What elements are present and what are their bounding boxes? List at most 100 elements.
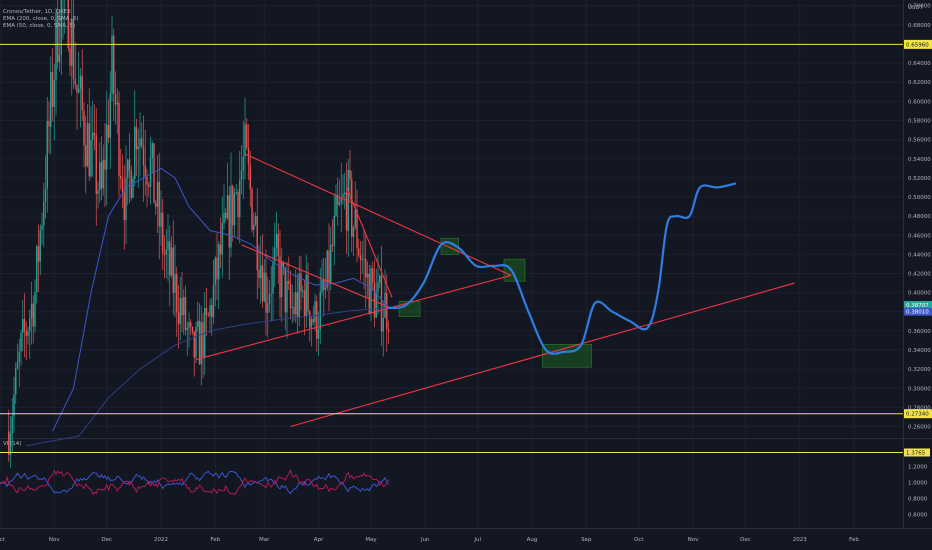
candle-body: [330, 244, 332, 283]
candle-body: [212, 284, 215, 318]
x-tick-label: Jul: [473, 537, 481, 543]
candle-body: [123, 192, 125, 221]
candle-body: [359, 255, 362, 260]
candle-body: [151, 143, 153, 158]
candle-body: [351, 179, 353, 237]
candle-body: [100, 162, 103, 189]
candle-body: [274, 248, 276, 263]
candle-body: [386, 292, 388, 330]
candle-body: [8, 431, 10, 455]
candle-body: [195, 326, 197, 358]
candle-body: [307, 274, 309, 312]
candle-body: [170, 247, 173, 276]
candle-body: [72, 18, 75, 79]
y-tick-label: 0.44000: [908, 252, 931, 258]
candle-body: [9, 433, 12, 455]
candle-body: [169, 241, 171, 276]
candle-body: [125, 177, 127, 221]
candle-body: [144, 164, 146, 177]
trendline: [345, 187, 393, 298]
candle-body: [221, 223, 223, 255]
projection-line: [387, 182, 737, 355]
y-tick-label: 0.56000: [908, 138, 931, 144]
candle-body: [93, 132, 96, 135]
candle-body: [323, 280, 325, 290]
currency-label: USDT: [908, 5, 924, 11]
candle-body: [172, 247, 174, 293]
candle-body: [382, 318, 384, 332]
x-tick-label: Oct: [634, 537, 644, 543]
candle-body: [289, 283, 292, 309]
candle-body: [50, 72, 52, 127]
candle-body: [132, 178, 134, 198]
candle-body: [258, 270, 260, 278]
candle-body: [240, 170, 243, 181]
candle-body: [114, 93, 117, 105]
candle-body: [102, 159, 104, 189]
y-tick-label: 0.68000: [908, 23, 931, 29]
y-tick-label: 0.36000: [908, 329, 931, 335]
candle-body: [207, 314, 209, 316]
candle-body: [155, 203, 157, 207]
y-tick-label: 0.26000: [908, 425, 931, 431]
trendline: [195, 274, 512, 361]
candle-body: [286, 280, 288, 313]
trendline: [290, 282, 795, 428]
legend-vi: VI (14): [3, 441, 22, 447]
x-tick-label: May: [365, 537, 377, 543]
y-tick-label: 0.32000: [908, 367, 931, 373]
candle-body: [120, 175, 122, 179]
candle-body: [69, 48, 71, 66]
price-badge: [904, 307, 932, 316]
candle-body: [92, 132, 94, 140]
x-tick-label: 2022: [154, 537, 168, 543]
candle-body: [181, 297, 183, 316]
candle-body: [303, 290, 306, 316]
x-tick-label: Feb: [849, 537, 859, 543]
x-tick-label: 2023: [793, 537, 807, 543]
candle-body: [223, 212, 225, 224]
ema50-line: [52, 167, 389, 432]
candle-body: [37, 246, 40, 262]
candle-body: [48, 120, 50, 127]
candle-body: [305, 274, 307, 316]
candle-body: [379, 275, 381, 283]
candle-body: [279, 256, 281, 298]
candle-body: [232, 185, 234, 226]
candle-body: [78, 88, 80, 93]
candle-body: [295, 292, 297, 314]
candle-series: [8, 0, 390, 468]
y-tick-label: 0.58000: [908, 118, 931, 124]
candle-body: [261, 265, 264, 302]
candle-body: [340, 197, 342, 203]
candle-body: [44, 188, 47, 202]
candle-body: [310, 319, 313, 328]
y-tick-label: 0.42000: [908, 272, 931, 278]
candle-body: [186, 328, 188, 330]
candle-body: [373, 282, 376, 318]
candle-body: [216, 257, 218, 280]
candle-body: [137, 146, 139, 150]
candle-body: [165, 249, 167, 255]
candle-body: [188, 322, 190, 329]
x-tick-label: Oct: [0, 537, 6, 543]
y-tick-label: 0.52000: [908, 176, 931, 182]
trendline: [241, 244, 389, 308]
y-tick-label: 0.34000: [908, 348, 931, 354]
candle-body: [253, 224, 255, 230]
candle-body: [209, 305, 211, 316]
candle-body: [90, 139, 92, 177]
candle-body: [118, 102, 120, 176]
legend-ema200: EMA (200, close, 0, SMA, 5): [3, 16, 79, 22]
candle-body: [193, 331, 195, 358]
level-badge: [904, 409, 932, 419]
candle-body: [116, 102, 118, 105]
candle-body: [148, 184, 150, 187]
price-badge: [904, 301, 932, 310]
candle-body: [342, 194, 344, 198]
candle-body: [83, 110, 85, 146]
candle-body: [60, 0, 62, 55]
candle-body: [174, 274, 176, 293]
axes: Oct Nov Dec 2022 Feb Mar Apr May Jun Jul Aug Sep Oct…: [0, 4, 932, 543]
candle-body: [15, 368, 17, 395]
